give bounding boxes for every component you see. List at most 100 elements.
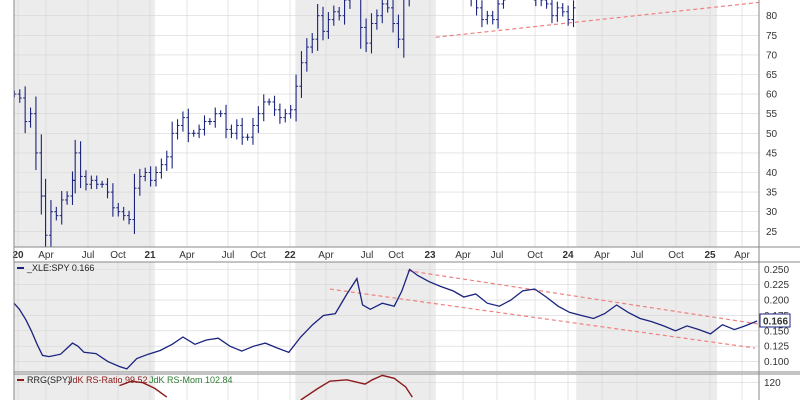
rrg-shade-2022 xyxy=(295,374,436,400)
price-bar xyxy=(283,108,288,123)
price-bar xyxy=(28,107,33,128)
rs-legend-label: _XLE:SPY 0.166 xyxy=(26,263,94,273)
price-bar xyxy=(369,13,374,54)
price-bar xyxy=(321,6,326,41)
price-shade-2022 xyxy=(295,0,436,247)
rs-shading xyxy=(14,262,718,372)
xtick-label: Jul xyxy=(491,250,504,261)
price-bar xyxy=(197,124,202,139)
price-bar xyxy=(234,119,239,140)
price-bar xyxy=(105,178,110,199)
xtick-label: Oct xyxy=(388,250,404,261)
price-bar xyxy=(143,167,148,182)
price-bar xyxy=(560,3,565,17)
price-bar xyxy=(277,103,282,124)
price-bar xyxy=(110,183,115,217)
rrg-ytick-label: 120 xyxy=(764,378,781,389)
price-bar xyxy=(310,33,315,54)
price-ytick-label: 40 xyxy=(766,168,778,179)
price-bar xyxy=(360,0,363,49)
price-bar xyxy=(571,0,576,28)
rrg-series-line xyxy=(119,374,413,400)
rs-last-value-tag: 0.166 xyxy=(759,313,791,328)
price-bar xyxy=(127,210,132,225)
price-ytick-label: 65 xyxy=(766,70,778,81)
price-bar xyxy=(540,0,544,7)
price-bar xyxy=(261,94,266,122)
rrg-legend-ratio: JdK RS-Ratio 99.52 xyxy=(68,375,148,385)
rrg-shade-2020 xyxy=(14,374,155,400)
price-bar xyxy=(555,1,560,22)
price-bar xyxy=(288,104,293,119)
price-bar xyxy=(544,0,549,9)
price-bar xyxy=(65,191,70,205)
price-yaxis: 25 30 35 40 45 50 55 60 65 70 75 80 xyxy=(766,11,778,238)
price-bar xyxy=(374,9,379,30)
rs-ytick-label: 0.225 xyxy=(764,280,789,291)
price-bar xyxy=(94,175,99,190)
rrg-panel: 120 RRG(SPY)JdK RS-Ratio 99.52 JdK RS-Mom… xyxy=(14,374,781,400)
xtick-label: 22 xyxy=(284,250,296,261)
rs-shade-2020 xyxy=(14,262,155,372)
price-bar xyxy=(326,12,331,39)
rs-line-group xyxy=(14,268,758,370)
price-bar xyxy=(380,0,385,24)
price-bar xyxy=(159,158,164,179)
price-bar xyxy=(170,121,175,169)
price-bar xyxy=(501,0,506,9)
price-ytick-label: 80 xyxy=(766,11,778,22)
price-ytick-label: 50 xyxy=(766,129,778,140)
price-bar xyxy=(191,129,196,137)
rs-trendline-0 xyxy=(407,270,759,325)
price-bar xyxy=(485,10,490,25)
rs-panel: 0.1000.1250.1500.1750.2000.2250.2500.166… xyxy=(14,262,791,372)
price-bar xyxy=(121,206,126,221)
xtick-label: Apr xyxy=(594,250,610,261)
price-bar xyxy=(224,104,229,139)
price-ytick-label: 45 xyxy=(766,148,778,159)
price-bar xyxy=(73,139,78,194)
price-ytick-label: 60 xyxy=(766,90,778,101)
price-bar xyxy=(59,191,64,225)
price-bar xyxy=(186,108,191,143)
price-ytick-label: 30 xyxy=(766,207,778,218)
xtick-label: Oct xyxy=(250,250,266,261)
price-bar xyxy=(315,4,320,51)
price-bar xyxy=(218,110,223,118)
rs-ytick-label: 0.250 xyxy=(764,265,789,276)
price-bar xyxy=(100,180,105,188)
rs-ytick-label: 0.200 xyxy=(764,296,789,307)
price-bar xyxy=(566,5,571,26)
price-bar xyxy=(240,117,245,145)
price-bar xyxy=(294,74,299,122)
price-bar xyxy=(401,0,405,58)
price-bar xyxy=(33,96,38,171)
price-bar xyxy=(496,0,501,29)
price-bar xyxy=(272,95,277,116)
xtick-label: Apr xyxy=(38,250,54,261)
price-bar xyxy=(132,173,137,234)
price-grid xyxy=(14,0,759,247)
rs-last-value-label: 0.166 xyxy=(763,316,788,327)
price-bar xyxy=(39,134,44,215)
xtick-label: 25 xyxy=(704,250,716,261)
price-bar xyxy=(385,0,390,13)
rrg-shade-2024 xyxy=(576,374,718,400)
rrg-legend: RRG(SPY)JdK RS-Ratio 99.52 JdK RS-Mom 102… xyxy=(17,375,233,385)
price-bar xyxy=(304,38,309,72)
price-bar xyxy=(78,141,83,189)
price-bar xyxy=(331,5,336,26)
rs-ytick-label: 0.125 xyxy=(764,342,789,353)
xtick-label: 23 xyxy=(424,250,436,261)
price-bar xyxy=(549,0,554,24)
xtick-label: Jul xyxy=(361,250,374,261)
price-shade-2024 xyxy=(576,0,718,247)
xtick-label: 24 xyxy=(562,250,574,261)
price-trendline xyxy=(435,1,759,38)
price-bar xyxy=(17,89,22,103)
price-bar xyxy=(267,98,272,106)
price-bar xyxy=(89,175,94,190)
rs-trendline-1 xyxy=(329,288,756,349)
rrg-legend-mom: JdK RS-Mom 102.84 xyxy=(149,375,233,385)
